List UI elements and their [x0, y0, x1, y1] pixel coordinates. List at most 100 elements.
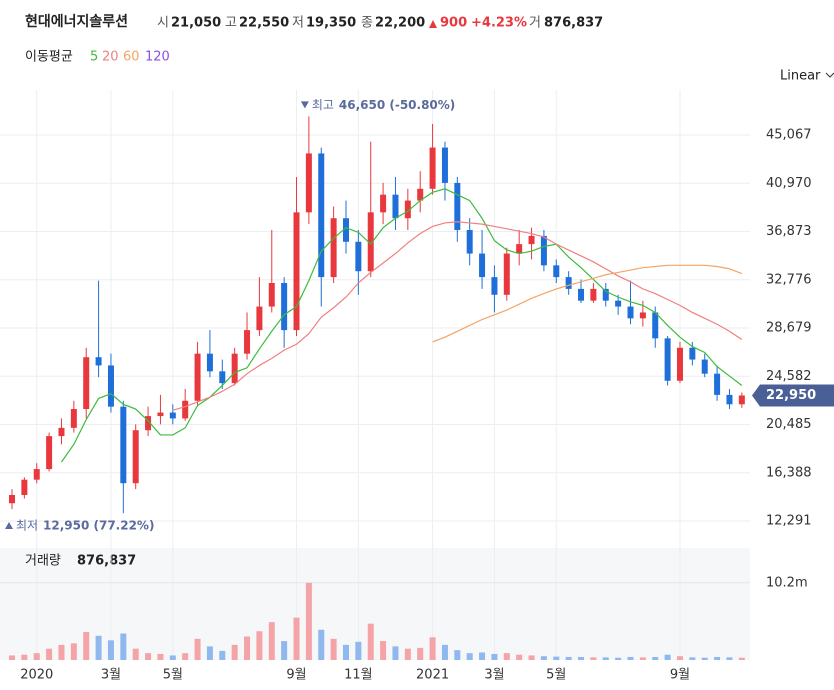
change: 900	[440, 16, 467, 31]
volume-bar	[256, 631, 263, 660]
x-tick-label: 9월	[670, 668, 690, 683]
ma-line	[60, 188, 743, 463]
x-tick-label: 9월	[286, 668, 306, 683]
candle-body	[689, 347, 696, 360]
candle-body	[132, 430, 139, 484]
volume-bar	[689, 657, 696, 660]
candle-body	[318, 153, 325, 278]
y-tick-label: 45,067	[766, 128, 812, 143]
y-tick-label: 20,485	[766, 417, 812, 432]
y-tick-label: 40,970	[766, 176, 812, 191]
field-label: 종	[361, 16, 373, 31]
ma-line	[172, 221, 743, 411]
volume-bar	[293, 617, 300, 660]
candle-body	[95, 357, 102, 366]
field-label: 시	[157, 16, 169, 31]
volume-bar	[503, 653, 510, 660]
candle-body	[182, 400, 189, 419]
candle-body	[602, 288, 609, 301]
legend-entry: 20	[102, 50, 119, 65]
candle-body	[256, 306, 263, 331]
volume-bar	[639, 657, 646, 660]
ma-line	[432, 264, 743, 343]
field-value: 19,350	[306, 16, 356, 31]
candle-body	[107, 365, 114, 407]
volume-bar	[553, 656, 560, 660]
annotation-marker	[5, 522, 13, 529]
y-tick-label: 16,388	[766, 465, 812, 480]
y-tick-label: 24,582	[766, 369, 812, 384]
candle-body	[701, 359, 708, 374]
candle-body	[503, 253, 510, 295]
candle-body	[664, 338, 671, 381]
volume-bar	[305, 582, 312, 660]
dropdown-chevron[interactable]	[825, 72, 834, 78]
volume-value: 876,837	[544, 16, 603, 31]
field-label: 저	[292, 16, 304, 31]
volume-bar	[429, 637, 436, 660]
volume-bar	[182, 653, 189, 660]
volume-bar	[454, 650, 461, 660]
candle-body	[417, 188, 424, 201]
candle-body	[627, 306, 634, 319]
scale-mode[interactable]: Linear	[780, 69, 821, 84]
volume-bar	[46, 648, 53, 660]
up-arrow	[429, 20, 437, 28]
candle-body	[157, 412, 164, 417]
volume-bar	[95, 635, 102, 660]
candle-body	[58, 427, 65, 437]
candle-body	[578, 288, 585, 301]
volume-bar	[244, 636, 251, 660]
volume-bar	[206, 646, 213, 660]
annotation-label: 최고	[312, 98, 334, 112]
candle-body	[479, 253, 486, 278]
candle-body	[330, 218, 337, 278]
field-label: 고	[225, 16, 237, 31]
volume-bar	[602, 657, 609, 660]
stock-name: 현대에너지솔루션	[25, 13, 128, 30]
x-tick-label: 5월	[546, 668, 566, 683]
x-tick-label: 5월	[163, 668, 183, 683]
candle-body	[738, 395, 745, 405]
candle-body	[454, 182, 461, 231]
volume-bar	[540, 656, 547, 660]
volume-bar	[701, 657, 708, 660]
volume-bar	[355, 641, 362, 660]
y-tick-label: 36,873	[766, 224, 812, 239]
volume-bar	[516, 654, 523, 660]
volume-bar	[404, 648, 411, 660]
volume-bar	[615, 657, 622, 660]
candle-body	[553, 265, 560, 278]
volume-bar	[132, 648, 139, 660]
candle-body	[466, 230, 473, 254]
volume-last: 876,837	[77, 554, 136, 569]
y-tick-label: 12,291	[766, 514, 812, 529]
candle-body	[231, 353, 238, 384]
volume-bar	[417, 647, 424, 660]
volume-bar	[330, 638, 337, 660]
legend-entry: 5	[90, 50, 98, 65]
candle-body	[367, 212, 374, 272]
candle-body	[441, 147, 448, 183]
candle-body	[9, 494, 15, 504]
volume-bar	[33, 653, 40, 660]
volume-bar	[738, 657, 745, 660]
current-price-badge	[752, 384, 834, 407]
candle-body	[83, 357, 90, 410]
candle-body	[491, 277, 498, 295]
annotation-text: 46,650 (-50.80%)	[339, 98, 455, 112]
y-tick-label: 10.2m	[766, 575, 808, 590]
x-tick-label: 3월	[101, 668, 121, 683]
y-tick-label: 28,679	[766, 321, 812, 336]
x-tick-label: 11월	[344, 668, 373, 683]
candle-body	[516, 244, 523, 254]
legend-entry: 60	[123, 50, 140, 65]
volume-bar	[120, 633, 127, 660]
volume-bar	[194, 638, 201, 660]
candle-body	[194, 353, 201, 401]
candle-body	[21, 479, 28, 495]
field-value: 22,550	[239, 16, 289, 31]
candle-body	[281, 283, 288, 331]
y-tick-label: 32,776	[766, 272, 812, 287]
